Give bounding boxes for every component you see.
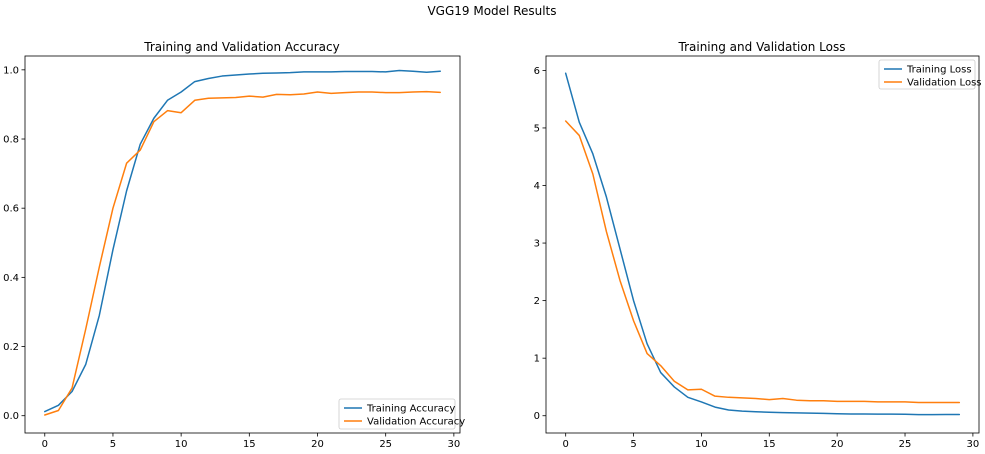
- accuracy-y-tick-label: 0.8: [3, 135, 19, 146]
- loss-y-tick-label: 0: [534, 411, 540, 422]
- legend-label-validation-accuracy: Validation Accuracy: [367, 417, 465, 428]
- training-loss-line: [564, 72, 961, 416]
- accuracy-y-tick-label: 0.2: [3, 342, 19, 353]
- accuracy-legend-box: [338, 398, 456, 430]
- accuracy-chart-title: Training and Validation Accuracy: [143, 40, 339, 54]
- loss-chart-title: Training and Validation Loss: [678, 40, 846, 54]
- loss-legend-box: [878, 59, 976, 90]
- legend-label-training-loss: Training Loss: [906, 65, 972, 76]
- loss-x-tick-label: 25: [899, 439, 912, 450]
- accuracy-plot-frame: [24, 55, 461, 434]
- loss-y-tick-label: 6: [534, 66, 540, 77]
- loss-x-tick-label: 0: [562, 439, 568, 450]
- accuracy-x-tick-label: 30: [447, 439, 460, 450]
- validation-loss-line: [564, 120, 961, 404]
- accuracy-y-tick-label: 1.0: [3, 65, 19, 76]
- legend-label-validation-loss: Validation Loss: [907, 78, 982, 89]
- loss-plot-frame: [545, 55, 980, 434]
- accuracy-x-tick-label: 15: [243, 439, 256, 450]
- loss-x-tick-label: 5: [630, 439, 636, 450]
- loss-legend: Training Loss Validation Loss: [878, 59, 982, 90]
- loss-y-tick-label: 2: [534, 296, 540, 307]
- loss-chart: Training and Validation Loss 0 5 10 15 20 25 3…: [534, 40, 982, 450]
- loss-x-tick-label: 10: [695, 439, 708, 450]
- training-accuracy-line: [44, 69, 441, 413]
- figure-title: VGG19 Model Results: [427, 4, 556, 18]
- accuracy-x-tick-label: 10: [175, 439, 188, 450]
- loss-y-tick-label: 3: [534, 239, 540, 250]
- accuracy-x-tick-label: 25: [379, 439, 392, 450]
- accuracy-x-tick-label: 5: [110, 439, 116, 450]
- legend-label-training-accuracy: Training Accuracy: [366, 404, 455, 415]
- accuracy-y-tick-label: 0.4: [3, 273, 19, 284]
- loss-y-tick-label: 1: [534, 354, 540, 365]
- loss-x-tick-label: 20: [831, 439, 844, 450]
- loss-y-tick-label: 4: [534, 181, 540, 192]
- accuracy-legend: Training Accuracy Validation Accuracy: [338, 398, 465, 430]
- validation-accuracy-line: [44, 90, 441, 416]
- accuracy-y-tick-label: 0.0: [3, 411, 19, 422]
- accuracy-chart: Training and Validation Accuracy 0 5 10 15 2…: [3, 40, 465, 450]
- loss-x-tick-label: 15: [763, 439, 776, 450]
- accuracy-y-tick-label: 0.6: [3, 204, 19, 215]
- loss-x-tick-label: 30: [967, 439, 980, 450]
- accuracy-x-tick-label: 0: [42, 439, 48, 450]
- accuracy-x-tick-label: 20: [311, 439, 324, 450]
- loss-y-tick-label: 5: [534, 123, 540, 134]
